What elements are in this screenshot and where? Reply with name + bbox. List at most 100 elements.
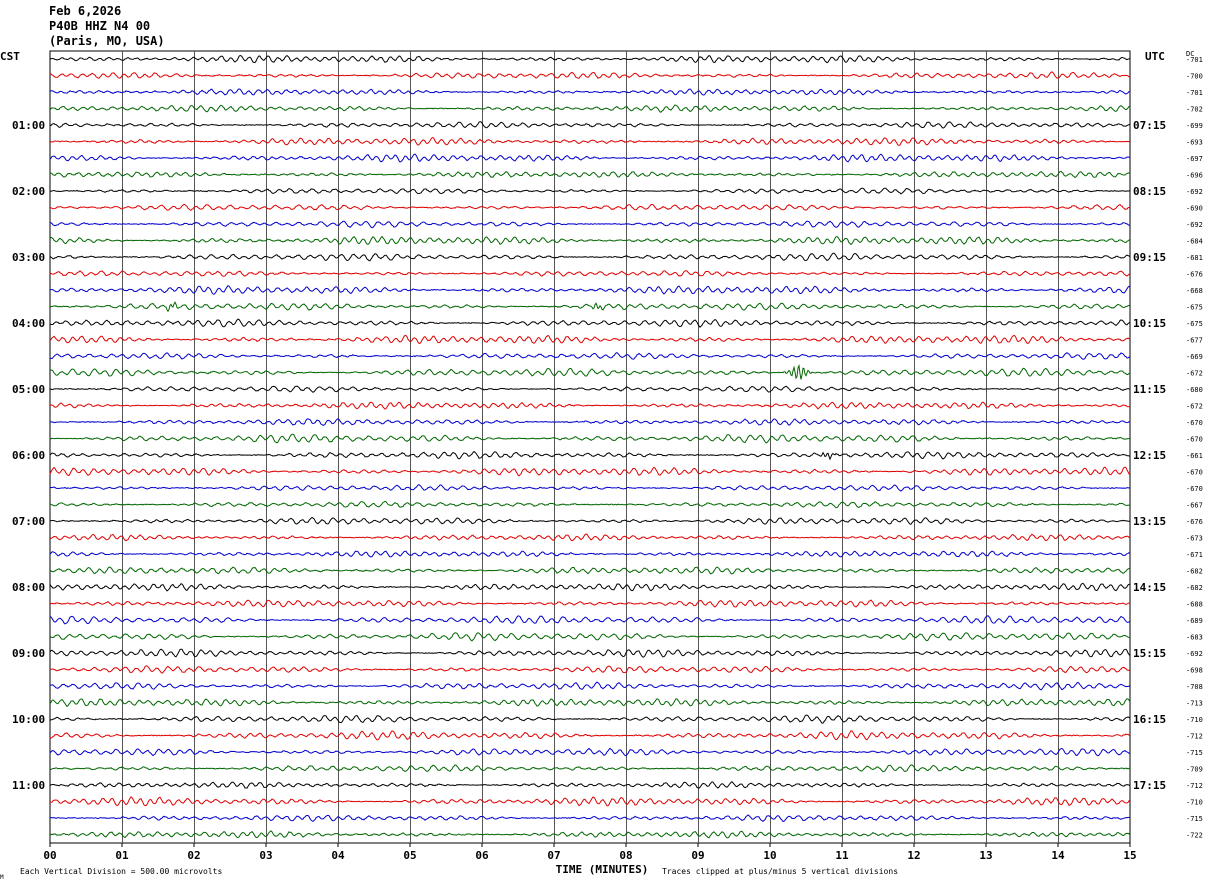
trace-row	[49, 352, 1131, 360]
dc-offset-label: -708	[1186, 683, 1203, 691]
dc-offset-label: -676	[1186, 518, 1203, 526]
x-tick-label: 13	[979, 849, 992, 862]
trace-row	[49, 764, 1131, 773]
trace-row	[49, 153, 1131, 163]
trace-row	[49, 433, 1131, 444]
axis-labels: -701 -700 -701 -702 -699 -693 -697 -696 -692 -690…	[0, 50, 1203, 881]
cst-time-label: 10:00	[12, 713, 45, 726]
dc-offset-label: -699	[1186, 122, 1203, 130]
dc-offset-label: -668	[1186, 287, 1203, 295]
dc-offset-label: -682	[1186, 584, 1203, 592]
dc-offset-label: -692	[1186, 650, 1203, 658]
trace-row	[49, 484, 1131, 492]
dc-offset-label: -697	[1186, 155, 1203, 163]
utc-time-label: 09:15	[1133, 251, 1166, 264]
utc-time-label: 16:15	[1133, 713, 1166, 726]
trace-row	[49, 54, 1131, 64]
dc-offset-label: -669	[1186, 353, 1203, 361]
x-tick-label: 15	[1123, 849, 1136, 862]
dc-offset-label: -712	[1186, 733, 1203, 741]
utc-time-label: 14:15	[1133, 581, 1166, 594]
utc-time-label: 13:15	[1133, 515, 1166, 528]
dc-offset-label: -712	[1186, 782, 1203, 790]
x-tick-label: 06	[475, 849, 489, 862]
trace-row	[49, 285, 1131, 295]
trace-row	[49, 796, 1131, 807]
trace-row	[49, 681, 1131, 691]
chart-header: Feb 6,2026 P40B HHZ N4 00 (Paris, MO, US…	[49, 4, 165, 49]
cst-time-label: 02:00	[12, 185, 45, 198]
dc-offset-label: -692	[1186, 188, 1203, 196]
dc-offset-label: -684	[1186, 238, 1203, 246]
x-tick-label: 14	[1051, 849, 1065, 862]
trace-row	[49, 632, 1131, 642]
trace-row	[49, 648, 1131, 658]
dc-offset-label: -722	[1186, 832, 1203, 840]
dc-offset-label: -670	[1186, 469, 1203, 477]
corner-mark: M	[0, 874, 4, 881]
cst-time-label: 01:00	[12, 119, 45, 132]
trace-row	[49, 104, 1131, 113]
trace-row	[49, 781, 1131, 789]
cst-time-label: 11:00	[12, 779, 45, 792]
trace-row	[49, 71, 1131, 79]
x-tick-label: 09	[691, 849, 704, 862]
x-tick-label: 11	[835, 849, 849, 862]
trace-row	[49, 318, 1131, 328]
trace-row	[49, 516, 1131, 525]
dc-offset-label: -667	[1186, 502, 1203, 510]
dc-offset-label: -698	[1186, 667, 1203, 675]
dc-offset-label: -689	[1186, 617, 1203, 625]
x-axis-title: TIME (MINUTES)	[556, 863, 649, 876]
dc-offset-label: -676	[1186, 271, 1203, 279]
footer-vertical-division: Each Vertical Division = 500.00 microvol…	[20, 867, 222, 876]
trace-row	[49, 235, 1131, 246]
dc-offset-label: -672	[1186, 403, 1203, 411]
cst-time-label: 05:00	[12, 383, 45, 396]
footer-clipping-note: Traces clipped at plus/minus 5 vertical …	[662, 867, 898, 876]
cst-axis-label: CST	[0, 50, 20, 63]
dc-offset-label: -696	[1186, 172, 1203, 180]
cst-time-label: 06:00	[12, 449, 45, 462]
x-tick-label: 02	[187, 849, 200, 862]
dc-offset-label: -710	[1186, 799, 1203, 807]
utc-time-label: 12:15	[1133, 449, 1166, 462]
trace-row	[49, 615, 1131, 625]
dc-offset-label: -692	[1186, 221, 1203, 229]
utc-axis-label: UTC	[1145, 50, 1165, 63]
station-code: P40B HHZ N4 00	[49, 19, 151, 33]
trace-row	[49, 385, 1131, 393]
x-tick-label: 04	[331, 849, 345, 862]
dc-offset-label: -661	[1186, 452, 1203, 460]
utc-time-label: 11:15	[1133, 383, 1166, 396]
x-tick-label: 12	[907, 849, 920, 862]
dc-axis-label: DC	[1186, 50, 1194, 58]
trace-row	[49, 730, 1131, 741]
trace-row	[49, 665, 1131, 674]
dc-offset-label: -700	[1186, 73, 1203, 81]
trace-row	[49, 301, 1131, 313]
trace-row	[49, 220, 1131, 229]
dc-offset-label: -690	[1186, 205, 1203, 213]
trace-row	[49, 363, 1131, 380]
cst-time-label: 04:00	[12, 317, 45, 330]
dc-offset-label: -693	[1186, 139, 1203, 147]
trace-row	[49, 698, 1131, 708]
dc-offset-label: -715	[1186, 749, 1203, 757]
trace-row	[49, 550, 1131, 558]
trace-row	[49, 401, 1131, 410]
dc-offset-label: -680	[1186, 386, 1203, 394]
trace-row	[49, 170, 1131, 179]
dc-offset-label: -715	[1186, 815, 1203, 823]
dc-offset-label: -688	[1186, 601, 1203, 609]
trace-row	[49, 136, 1131, 146]
dc-offset-label: -672	[1186, 370, 1203, 378]
trace-row	[49, 814, 1131, 823]
trace-row	[49, 270, 1131, 277]
dc-offset-label: -709	[1186, 766, 1203, 774]
trace-row	[49, 500, 1131, 509]
trace-row	[49, 121, 1131, 129]
trace-row	[49, 566, 1131, 575]
dc-offset-label: -710	[1186, 716, 1203, 724]
x-tick-label: 00	[43, 849, 56, 862]
